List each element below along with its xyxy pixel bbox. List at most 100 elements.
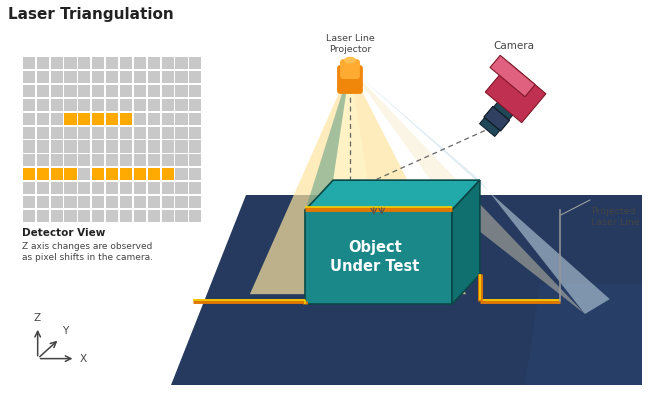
Bar [120, 196, 132, 208]
Bar [91, 126, 105, 139]
Bar [77, 56, 91, 70]
Text: X: X [79, 354, 86, 364]
Bar [64, 153, 77, 167]
Bar [134, 99, 146, 111]
Bar [120, 154, 132, 166]
Polygon shape [350, 68, 610, 314]
Bar [49, 153, 64, 167]
Bar [106, 71, 118, 83]
Bar [36, 168, 49, 181]
Bar [36, 70, 49, 84]
Bar [92, 57, 104, 69]
Bar [77, 167, 91, 181]
Bar [161, 57, 174, 69]
Bar [133, 195, 147, 209]
Bar [64, 139, 77, 153]
Bar [64, 182, 77, 194]
Bar [36, 98, 49, 112]
Bar [188, 98, 202, 112]
Polygon shape [480, 101, 514, 136]
Bar [174, 139, 188, 153]
Bar [77, 70, 91, 84]
Bar [119, 98, 133, 112]
Bar [92, 210, 104, 222]
Bar [161, 168, 174, 181]
Bar [147, 84, 161, 98]
Bar [133, 56, 147, 70]
Bar [174, 98, 188, 112]
Bar [78, 154, 90, 166]
Bar [148, 140, 160, 152]
Bar [78, 168, 90, 181]
Polygon shape [306, 180, 480, 210]
Bar [92, 140, 104, 152]
Bar [176, 113, 188, 125]
Bar [119, 167, 133, 181]
Bar [22, 181, 36, 195]
Bar [189, 126, 202, 139]
Bar [189, 196, 202, 208]
Bar [64, 168, 77, 181]
Bar [92, 113, 104, 125]
Bar [120, 210, 132, 222]
Bar [119, 209, 133, 223]
Bar [174, 84, 188, 98]
Bar [92, 126, 104, 139]
Bar [147, 195, 161, 209]
Bar [133, 153, 147, 167]
Polygon shape [484, 106, 510, 131]
Bar [161, 112, 174, 126]
Bar [188, 84, 202, 98]
Bar [148, 182, 160, 194]
Text: Z: Z [33, 313, 40, 323]
Bar [161, 167, 174, 181]
Bar [189, 182, 202, 194]
Polygon shape [322, 68, 378, 245]
Bar [105, 139, 119, 153]
Bar [176, 71, 188, 83]
Bar [22, 126, 36, 139]
Bar [36, 85, 49, 97]
Text: Z axis changes are observed
as pixel shifts in the camera.: Z axis changes are observed as pixel shi… [22, 242, 153, 262]
Bar [134, 126, 146, 139]
Bar [49, 167, 64, 181]
Bar [176, 57, 188, 69]
Bar [77, 84, 91, 98]
Bar [36, 154, 49, 166]
Bar [105, 98, 119, 112]
Bar [22, 139, 36, 153]
Bar [64, 113, 77, 125]
Bar [50, 57, 62, 69]
Bar [147, 153, 161, 167]
Bar [188, 56, 202, 70]
Bar [23, 99, 35, 111]
Bar [106, 154, 118, 166]
Bar [91, 70, 105, 84]
Bar [161, 56, 174, 70]
Bar [133, 139, 147, 153]
Bar [174, 56, 188, 70]
Bar [23, 210, 35, 222]
Bar [50, 154, 62, 166]
Bar [105, 70, 119, 84]
Bar [22, 98, 36, 112]
Bar [105, 56, 119, 70]
Bar [119, 84, 133, 98]
Bar [78, 126, 90, 139]
Bar [91, 153, 105, 167]
Bar [77, 139, 91, 153]
Text: Detector View: Detector View [22, 228, 105, 238]
Bar [22, 56, 36, 70]
Polygon shape [306, 68, 350, 210]
FancyBboxPatch shape [340, 59, 360, 79]
Bar [119, 56, 133, 70]
Bar [133, 98, 147, 112]
Polygon shape [452, 180, 480, 304]
Bar [91, 84, 105, 98]
Bar [36, 84, 49, 98]
Bar [189, 154, 202, 166]
Bar [91, 139, 105, 153]
Bar [36, 57, 49, 69]
Bar [77, 112, 91, 126]
Bar [49, 139, 64, 153]
